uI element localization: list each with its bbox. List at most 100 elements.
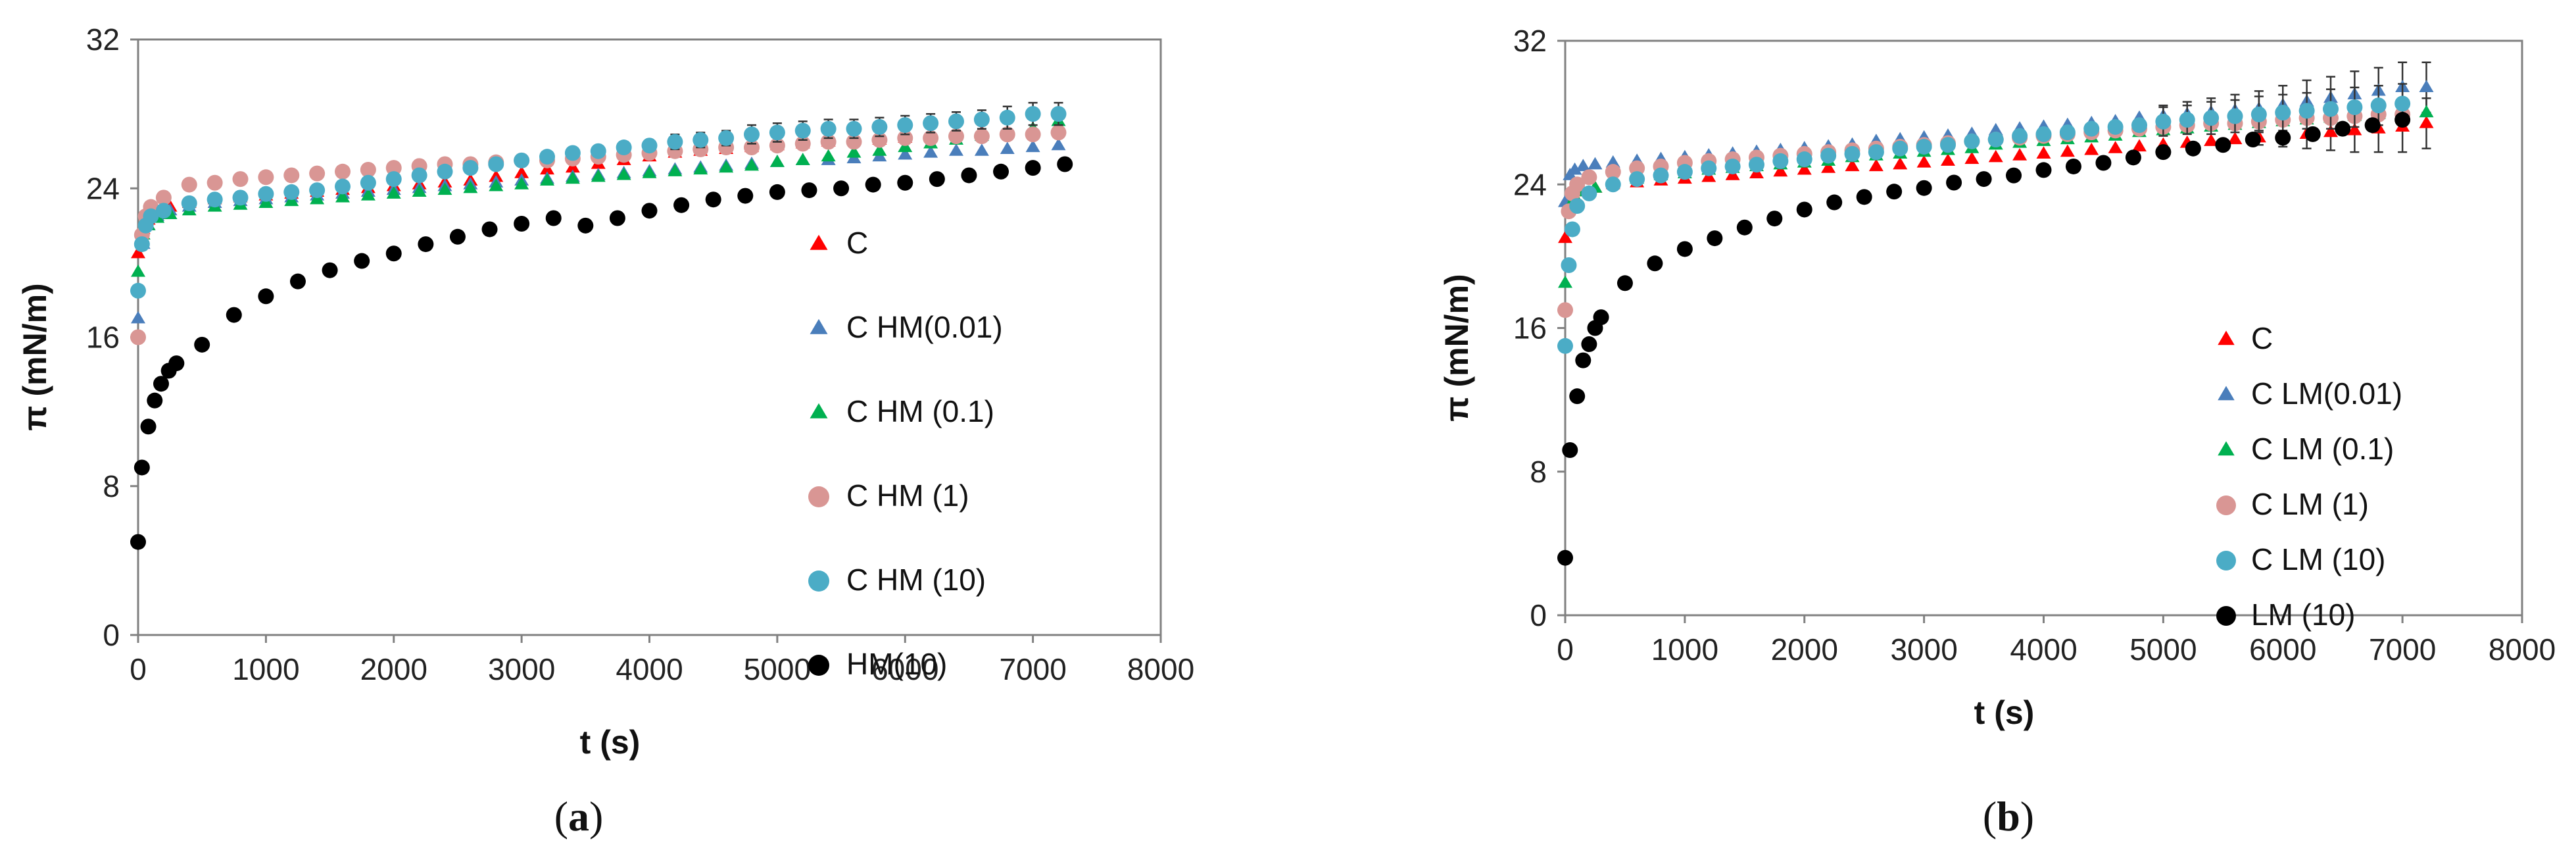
legend-item: C LM(0.01) <box>2218 376 2402 411</box>
data-point <box>514 166 529 178</box>
x-axis-title: t (s) <box>1974 694 2035 731</box>
data-point <box>591 169 606 182</box>
data-point <box>1647 255 1663 272</box>
data-point <box>1050 106 1067 122</box>
data-point <box>1826 194 1843 211</box>
data-point <box>322 262 338 278</box>
data-point <box>1796 151 1812 168</box>
data-point <box>1941 153 1955 166</box>
data-point <box>641 138 658 154</box>
data-point <box>1701 160 1717 176</box>
data-point <box>737 188 754 204</box>
x-tick-label: 7000 <box>999 652 1066 686</box>
y-tick-label: 32 <box>86 22 120 57</box>
data-point <box>194 336 210 353</box>
data-point <box>897 174 913 191</box>
data-point <box>2185 140 2201 157</box>
series-lm-10- <box>1557 112 2411 566</box>
data-point <box>846 120 862 137</box>
data-point <box>2059 124 2076 141</box>
data-point <box>1025 106 1041 122</box>
data-point <box>1749 157 1764 173</box>
data-point <box>385 245 402 262</box>
data-point <box>693 162 708 175</box>
x-axis-title: t (s) <box>580 724 641 761</box>
series-c-hm-10- <box>130 101 1067 299</box>
legend: C C LM(0.01) C LM (0.1) C LM (1) C LM (10) LM… <box>2216 321 2402 632</box>
legend-label: HM(10) <box>846 647 947 681</box>
data-point <box>134 236 150 253</box>
data-point <box>258 169 274 186</box>
data-point <box>360 161 376 178</box>
data-point <box>2036 146 2051 159</box>
data-point <box>130 534 146 550</box>
data-point <box>289 273 306 290</box>
data-point <box>2006 167 2022 184</box>
data-point <box>130 282 146 299</box>
data-point <box>2275 105 2291 121</box>
chart-panel-b: 0 8 16 24 32 0 1000 2000 3000 4000 5000 6000 7000 800… <box>1438 24 2556 840</box>
data-point <box>2370 97 2387 114</box>
data-point <box>181 176 197 193</box>
x-tick-label: 0 <box>130 652 147 686</box>
data-point <box>865 176 881 193</box>
legend-item: LM (10) <box>2216 597 2355 632</box>
legend-item: HM(10) <box>808 647 947 681</box>
y-tick-label: 16 <box>1513 311 1547 345</box>
legend: C C HM(0.01) C HM (0.1) C HM (1) C HM (10) HM… <box>808 226 1003 681</box>
data-point <box>1766 211 1783 227</box>
data-point <box>846 145 862 158</box>
x-tick-label: 2000 <box>1771 632 1838 667</box>
data-point <box>2155 113 2172 130</box>
data-point <box>2227 108 2243 124</box>
data-point <box>923 130 939 146</box>
data-point <box>232 171 249 188</box>
data-point <box>2084 142 2099 155</box>
data-point <box>2012 148 2028 161</box>
data-point <box>2298 103 2315 119</box>
data-point <box>488 156 504 172</box>
data-point <box>1988 122 2003 136</box>
data-point <box>411 167 427 184</box>
data-point <box>871 118 888 135</box>
legend-item: C HM(0.01) <box>810 310 1003 344</box>
data-point <box>642 166 657 178</box>
data-point <box>386 186 401 199</box>
data-point <box>354 253 370 269</box>
data-point <box>1588 157 1603 170</box>
y-tick-label: 0 <box>103 618 120 652</box>
data-point <box>181 195 197 211</box>
panel-label-letter: b <box>1997 793 2020 840</box>
data-point <box>2419 115 2434 128</box>
data-point <box>2323 101 2339 117</box>
data-point <box>2132 139 2147 152</box>
data-point <box>1772 153 1789 169</box>
data-point <box>449 228 466 245</box>
data-point <box>2108 141 2123 153</box>
data-point <box>2203 110 2220 126</box>
data-point <box>2419 80 2434 93</box>
data-point <box>744 158 759 171</box>
data-point <box>2346 99 2363 115</box>
data-point <box>226 307 242 323</box>
data-point <box>2125 149 2141 166</box>
panel-label-letter: a <box>568 793 589 840</box>
data-point <box>1558 275 1572 288</box>
data-point <box>2215 137 2231 153</box>
data-point <box>1050 124 1067 141</box>
data-point <box>2131 117 2147 134</box>
legend-item: C <box>810 226 868 260</box>
data-point <box>590 143 606 159</box>
panel-label-close: ) <box>2020 793 2034 840</box>
data-point <box>147 392 163 409</box>
data-point <box>134 459 150 476</box>
data-point <box>693 132 709 148</box>
data-point <box>335 190 350 203</box>
data-point <box>2107 118 2124 135</box>
data-point <box>898 147 913 160</box>
y-tick-label: 0 <box>1530 598 1547 632</box>
x-tick-label: 3000 <box>1890 632 1957 667</box>
data-point <box>385 171 402 188</box>
data-point <box>1000 141 1015 154</box>
data-point <box>769 155 785 167</box>
